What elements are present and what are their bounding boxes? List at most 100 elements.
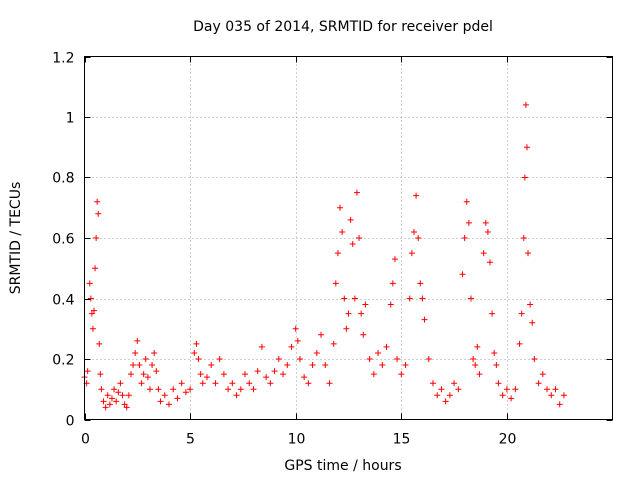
data-point bbox=[332, 280, 339, 287]
data-point bbox=[360, 331, 367, 338]
data-point bbox=[467, 295, 474, 302]
grid-lines bbox=[84, 56, 613, 420]
y-tick-label: 1.2 bbox=[52, 51, 74, 67]
data-point bbox=[97, 371, 104, 378]
data-point bbox=[96, 340, 103, 347]
data-point bbox=[552, 386, 559, 393]
data-point bbox=[556, 401, 563, 408]
data-point bbox=[387, 301, 394, 308]
y-tick-label: 0.4 bbox=[52, 293, 74, 309]
data-point bbox=[216, 356, 223, 362]
data-point bbox=[527, 301, 534, 308]
data-point bbox=[284, 362, 291, 369]
data-point bbox=[305, 380, 312, 387]
data-point bbox=[339, 228, 346, 235]
data-point bbox=[366, 356, 373, 362]
data-point bbox=[413, 192, 420, 199]
x-tick-label: 0 bbox=[81, 432, 90, 448]
x-tick-label: 15 bbox=[393, 432, 411, 448]
data-point bbox=[343, 325, 350, 332]
data-point bbox=[406, 295, 413, 302]
data-point bbox=[351, 295, 358, 302]
data-point bbox=[250, 386, 257, 393]
data-point bbox=[182, 389, 189, 396]
data-point bbox=[489, 310, 496, 317]
data-point bbox=[379, 362, 386, 369]
data-point bbox=[476, 371, 483, 378]
data-point bbox=[451, 380, 458, 387]
data-point bbox=[459, 271, 466, 278]
data-point bbox=[254, 368, 261, 375]
data-point bbox=[326, 380, 333, 387]
y-tick-label: 0.8 bbox=[52, 171, 74, 187]
data-point bbox=[151, 349, 158, 356]
data-point bbox=[521, 174, 528, 181]
data-point bbox=[267, 380, 274, 387]
data-point bbox=[337, 204, 344, 211]
y-tick-label: 1 bbox=[66, 111, 75, 127]
data-point bbox=[132, 349, 139, 356]
data-point bbox=[484, 228, 491, 235]
data-point bbox=[520, 235, 527, 241]
data-point bbox=[548, 392, 555, 399]
data-point bbox=[203, 374, 210, 381]
data-point bbox=[233, 392, 240, 399]
data-point bbox=[318, 331, 325, 338]
data-point bbox=[425, 356, 432, 362]
data-point bbox=[349, 241, 356, 248]
data-point bbox=[134, 337, 141, 344]
data-point bbox=[347, 216, 354, 223]
data-point bbox=[523, 144, 530, 151]
data-point bbox=[544, 386, 551, 393]
data-point bbox=[165, 401, 172, 408]
x-tick-label: 20 bbox=[499, 432, 517, 448]
data-point bbox=[263, 374, 270, 381]
data-point bbox=[383, 343, 390, 350]
data-point bbox=[117, 380, 124, 387]
data-point bbox=[100, 398, 107, 405]
data-point bbox=[136, 362, 143, 369]
data-point bbox=[313, 349, 320, 356]
data-point bbox=[301, 374, 308, 381]
data-point bbox=[246, 380, 253, 387]
data-point bbox=[482, 219, 489, 226]
data-point bbox=[322, 362, 329, 369]
data-point bbox=[191, 349, 198, 356]
data-point bbox=[121, 401, 128, 408]
data-point bbox=[197, 371, 204, 378]
chart-title: Day 035 of 2014, SRMTID for receiver pde… bbox=[193, 19, 493, 35]
data-point bbox=[334, 250, 341, 257]
data-point bbox=[294, 337, 301, 344]
x-tick-label: 5 bbox=[186, 432, 195, 448]
data-point bbox=[402, 362, 409, 369]
data-point bbox=[170, 386, 177, 393]
data-point bbox=[296, 356, 303, 362]
data-point bbox=[353, 189, 360, 196]
data-point bbox=[495, 380, 502, 387]
data-point bbox=[446, 392, 453, 399]
data-point bbox=[535, 380, 542, 387]
data-point bbox=[463, 198, 470, 205]
tick-labels: 0 5 10 15 20 0 0.2 0.4 0.6 0.8 1 1.2 bbox=[52, 51, 516, 448]
data-point bbox=[187, 386, 194, 393]
data-point bbox=[474, 343, 481, 350]
data-point bbox=[199, 380, 206, 387]
data-point bbox=[195, 356, 202, 362]
data-point bbox=[89, 325, 96, 332]
data-point bbox=[508, 395, 515, 402]
y-axis-label: SRMTID / TECUs bbox=[8, 182, 24, 295]
data-point bbox=[330, 340, 337, 347]
data-point bbox=[88, 310, 95, 317]
axis-ticks bbox=[84, 56, 613, 421]
data-point bbox=[442, 398, 449, 405]
data-point bbox=[529, 319, 536, 326]
data-point bbox=[237, 386, 244, 393]
data-point bbox=[229, 380, 236, 387]
data-point bbox=[102, 404, 109, 411]
data-point bbox=[280, 371, 287, 378]
x-axis-label: GPS time / hours bbox=[284, 458, 401, 474]
data-point bbox=[518, 310, 525, 317]
data-point bbox=[275, 356, 282, 362]
data-point bbox=[125, 392, 132, 399]
